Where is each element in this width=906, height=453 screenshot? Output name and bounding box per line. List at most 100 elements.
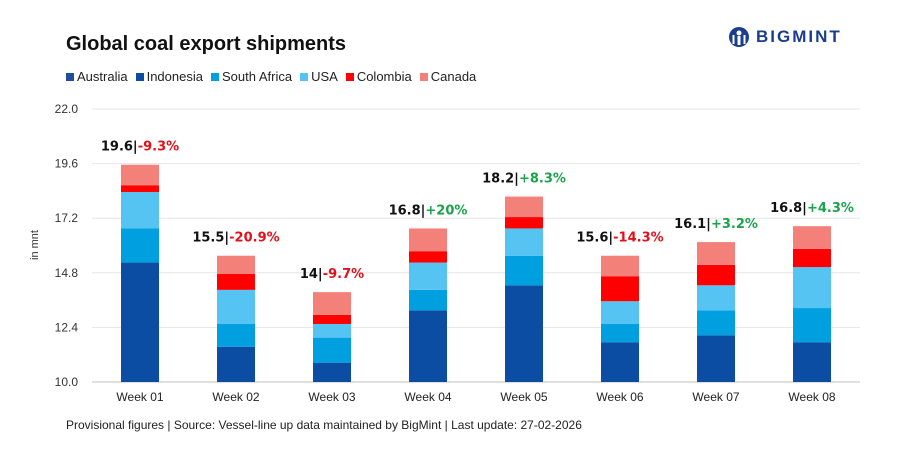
x-tick-label: Week 03	[308, 390, 355, 404]
legend-item-canada: Canada	[419, 69, 477, 84]
bar-segment-canada	[313, 292, 351, 315]
data-label-total: 16.8|	[389, 203, 426, 218]
data-label-change: -9.7%	[323, 267, 364, 282]
bar-segment-canada	[217, 255, 255, 274]
legend-label: USA	[311, 69, 338, 84]
bar-segment-south-africa	[121, 228, 159, 263]
bar-segment-canada	[409, 228, 447, 252]
bar-segment-colombia	[793, 248, 831, 268]
bar-segment-canada	[793, 226, 831, 249]
bar-segment-usa	[793, 267, 831, 309]
bar-segment-usa	[313, 323, 351, 338]
logo-text: BIGMINT	[756, 27, 842, 46]
legend-swatch	[135, 72, 144, 81]
y-axis-label: in mnt	[29, 230, 41, 260]
legend-swatch	[419, 72, 428, 81]
data-label: 14|-9.7%	[300, 267, 364, 282]
x-tick-label: Week 01	[116, 390, 163, 404]
data-label-total: 15.6|	[576, 231, 613, 246]
legend-label: Colombia	[356, 69, 412, 84]
bar-segment-colombia	[409, 251, 447, 263]
data-label: 16.8|+20%	[389, 203, 468, 218]
y-tick-label: 14.8	[55, 266, 79, 280]
legend-label: South Africa	[221, 69, 293, 84]
bar-segment-colombia	[313, 314, 351, 324]
bar-segment-canada	[697, 242, 735, 265]
bar-segment-usa	[409, 262, 447, 290]
legend-label: Australia	[77, 69, 128, 84]
legend-item-australia: Australia	[66, 69, 128, 84]
y-tick-label: 12.4	[55, 320, 79, 334]
legend-swatch	[300, 72, 309, 81]
x-tick-label: Week 05	[500, 390, 547, 404]
bar-segment-canada	[505, 196, 543, 218]
footer-note: Provisional figures | Source: Vessel-lin…	[66, 418, 582, 432]
data-label-change: -9.3%	[138, 140, 179, 155]
data-label: 19.6|-9.3%	[101, 140, 179, 155]
bar-segment-colombia	[697, 264, 735, 286]
bar-segment-colombia	[505, 217, 543, 229]
data-label-change: +4.3%	[807, 201, 854, 216]
data-label-change: +3.2%	[711, 217, 758, 232]
data-label-change: +20%	[425, 203, 467, 218]
bar-segment-australia-indonesia	[793, 342, 831, 382]
data-label-change: -20.9%	[229, 231, 280, 246]
legend-item-colombia: Colombia	[345, 69, 412, 84]
bar-segment-australia-indonesia	[121, 262, 159, 382]
bar-segment-south-africa	[313, 337, 351, 363]
bar-segment-south-africa	[697, 310, 735, 336]
x-tick-label: Week 07	[692, 390, 739, 404]
x-tick-label: Week 06	[596, 390, 643, 404]
bar-segment-south-africa	[505, 255, 543, 286]
bar-segment-south-africa	[601, 323, 639, 343]
bar-segment-australia-indonesia	[697, 335, 735, 382]
bar-segment-australia-indonesia	[217, 346, 255, 382]
legend-item-usa: USA	[300, 69, 338, 84]
bar-segment-usa	[121, 192, 159, 229]
data-label-total: 18.2|	[482, 172, 519, 187]
bar-segment-usa	[217, 289, 255, 324]
y-tick-label: 19.6	[55, 157, 79, 171]
bar-segment-south-africa	[217, 323, 255, 347]
bar-segment-canada	[601, 255, 639, 277]
y-tick-label: 17.2	[55, 211, 79, 225]
legend-item-indonesia: Indonesia	[135, 69, 203, 84]
data-label-total: 14|	[300, 267, 323, 282]
bar-segment-colombia	[601, 276, 639, 302]
data-label: 16.8|+4.3%	[770, 201, 854, 216]
bar-segment-australia-indonesia	[409, 310, 447, 382]
bar-segment-south-africa	[793, 308, 831, 343]
legend: Australia Indonesia South Africa USA Colombi…	[66, 69, 476, 84]
legend-swatch	[210, 72, 219, 81]
y-tick-label: 10.0	[55, 375, 79, 389]
legend-item-south-africa: South Africa	[210, 69, 293, 84]
data-label-total: 15.5|	[192, 231, 229, 246]
bigmint-logo-icon	[729, 27, 749, 47]
x-tick-label: Week 08	[788, 390, 835, 404]
data-label: 15.5|-20.9%	[192, 231, 279, 246]
bigmint-logo: BIGMINT	[728, 26, 842, 48]
data-label: 18.2|+8.3%	[482, 172, 566, 187]
data-label-total: 19.6|	[101, 140, 138, 155]
bar-segment-usa	[697, 285, 735, 311]
bar-segment-usa	[601, 301, 639, 324]
legend-swatch	[345, 72, 354, 81]
legend-label: Indonesia	[146, 69, 203, 84]
data-label-total: 16.8|	[770, 201, 807, 216]
chart-title: Global coal export shipments	[66, 33, 347, 55]
data-label: 15.6|-14.3%	[576, 231, 663, 246]
x-tick-label: Week 04	[404, 390, 451, 404]
bar-segment-south-africa	[409, 289, 447, 311]
bar-segment-australia-indonesia	[505, 285, 543, 382]
data-label-change: +8.3%	[519, 172, 566, 187]
y-tick-label: 22.0	[55, 102, 79, 116]
bar-segment-australia-indonesia	[313, 362, 351, 382]
legend-swatch	[66, 72, 74, 81]
x-tick-label: Week 02	[212, 390, 259, 404]
bar-segment-australia-indonesia	[601, 342, 639, 382]
legend-label: Canada	[430, 69, 477, 84]
data-label: 16.1|+3.2%	[674, 217, 758, 232]
data-label-change: -14.3%	[613, 231, 664, 246]
